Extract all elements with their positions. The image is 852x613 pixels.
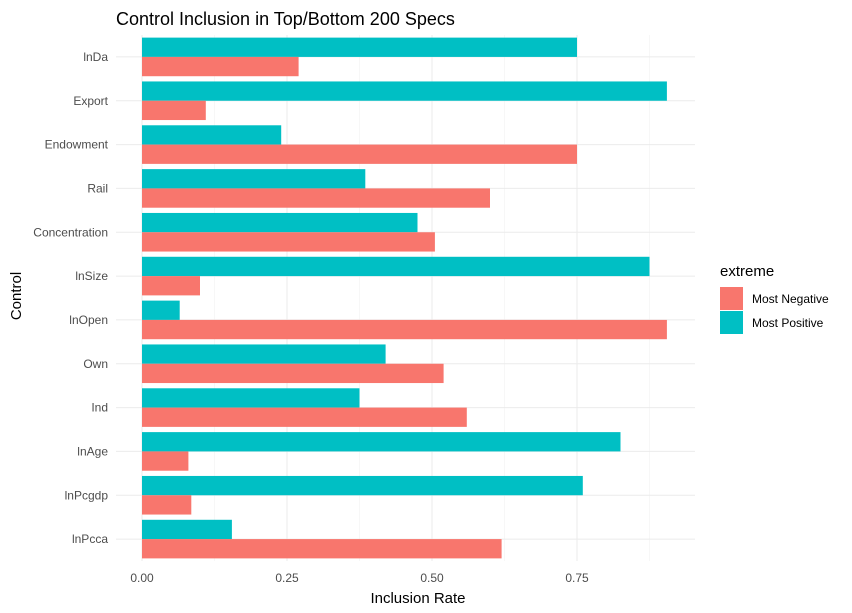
bar-most-positive: [142, 125, 282, 145]
legend-swatch: [720, 287, 743, 310]
legend-swatch: [720, 311, 743, 334]
bar-most-positive: [142, 256, 650, 277]
y-tick-label: lnPcca: [72, 532, 108, 546]
bar-most-negative: [142, 407, 467, 427]
bar-most-negative: [142, 451, 189, 471]
x-tick-label: 0.50: [420, 571, 444, 585]
bar-most-positive: [142, 212, 418, 233]
bar-most-positive: [142, 432, 621, 452]
x-axis-title: Inclusion Rate: [370, 590, 465, 607]
bar-most-negative: [142, 56, 299, 77]
bar-most-positive: [142, 344, 386, 364]
bar-most-positive: [142, 169, 366, 189]
bars: [142, 37, 667, 559]
y-axis-title: Control: [8, 272, 25, 320]
bar-most-positive: [142, 300, 180, 320]
y-tick-label: lnOpen: [69, 313, 108, 327]
y-axis-ticks: lnDa Export Endowment Rail Concentration lnSi…: [33, 50, 108, 546]
bar-most-negative: [142, 319, 667, 340]
y-tick-label: Export: [73, 94, 108, 108]
legend: extreme Most Negative Most Positive: [720, 263, 829, 334]
y-tick-label: Endowment: [45, 138, 109, 152]
x-tick-label: 0.75: [565, 571, 589, 585]
y-tick-label: Concentration: [33, 225, 108, 239]
bar-most-negative: [142, 232, 435, 252]
bar-most-positive: [142, 388, 360, 408]
x-tick-label: 0.25: [275, 571, 299, 585]
y-tick-label: Rail: [87, 181, 108, 195]
x-axis-ticks: 0.00 0.25 0.50 0.75: [130, 571, 589, 585]
bar-most-negative: [142, 363, 444, 384]
y-tick-label: lnDa: [83, 50, 108, 64]
bar-most-positive: [142, 37, 577, 57]
chart-title: Control Inclusion in Top/Bottom 200 Spec…: [116, 9, 455, 29]
legend-label: Most Negative: [752, 292, 829, 306]
bar-most-negative: [142, 495, 192, 515]
y-tick-label: lnAge: [77, 444, 108, 458]
bar-most-negative: [142, 144, 577, 164]
bar-most-negative: [142, 276, 200, 296]
y-tick-label: lnSize: [75, 269, 108, 283]
bar-most-negative: [142, 100, 206, 121]
legend-label: Most Positive: [752, 316, 824, 330]
bar-most-positive: [142, 81, 667, 101]
legend-title: extreme: [720, 263, 774, 280]
x-tick-label: 0.00: [130, 571, 154, 585]
bar-most-positive: [142, 519, 232, 540]
bar-most-negative: [142, 188, 490, 208]
bar-most-positive: [142, 475, 583, 496]
y-tick-label: Own: [83, 357, 108, 371]
y-tick-label: lnPcgdp: [65, 488, 109, 502]
bar-most-negative: [142, 539, 502, 559]
y-tick-label: Ind: [91, 401, 108, 415]
